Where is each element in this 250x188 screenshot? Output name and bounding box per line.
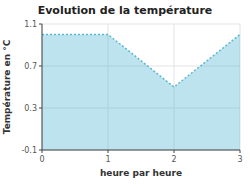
tick-label: 1.1 [24,20,37,29]
tick-label: 0.7 [24,62,37,71]
tick-label: 2 [171,155,176,164]
y-axis [42,24,43,150]
tick [39,108,42,109]
line [42,35,240,88]
tick [39,66,42,67]
area [42,35,240,151]
tick-label: 3 [237,155,242,164]
y-label: Température en °C [2,39,12,134]
grid-line [42,24,240,25]
tick [108,150,109,153]
tick-label: -0.1 [21,146,37,155]
x-label: heure par heure [100,168,182,178]
title: Evolution de la température [38,4,213,17]
tick-label: 0.3 [24,104,37,113]
grid-line [42,150,240,151]
tick-label: 0 [39,155,44,164]
grid-line [42,24,43,150]
plot-area [42,35,240,151]
x-axis [42,150,240,151]
tick [39,150,42,151]
tick [174,150,175,153]
tick-label: 1 [105,155,110,164]
chart: 0 1 2 3 -0.1 0.3 0.7 1.1Evolution de la tempéra… [0,0,250,188]
tick [240,150,241,153]
tick [39,24,42,25]
